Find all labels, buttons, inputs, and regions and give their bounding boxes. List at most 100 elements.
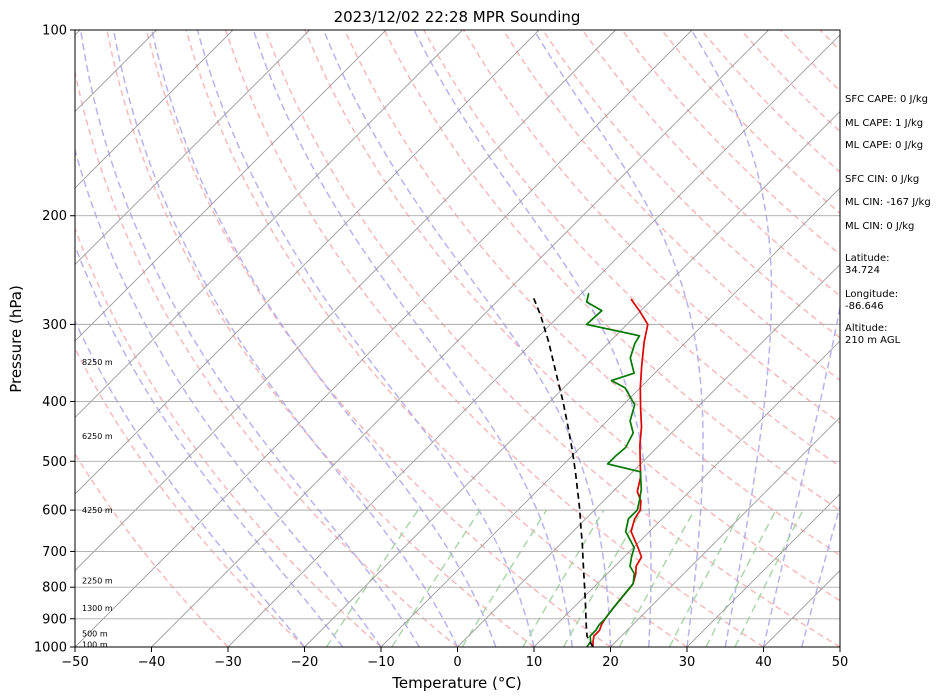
isobars [75, 30, 840, 647]
y-tick-label: 300 [42, 318, 67, 333]
x-tick-label: 30 [679, 655, 696, 670]
y-tick-label: 100 [42, 24, 67, 39]
temperature-line [592, 298, 649, 647]
x-axis-ticks: −50 −40 −30 −20 −10 0 10 20 30 40 50 [61, 647, 848, 670]
dry-adiabat-line [343, 30, 840, 557]
parcel-profile-line [532, 295, 594, 647]
isotherm-line [75, 30, 540, 495]
isotherm-line [75, 30, 310, 266]
y-tick-label: 200 [42, 209, 67, 224]
annotation-latitude-label: Latitude: [845, 253, 890, 264]
moist-adiabat-line [252, 30, 574, 647]
isotherm-line [457, 263, 840, 647]
dry-adiabats [75, 30, 950, 647]
isotherm-line [75, 30, 616, 572]
annotation-sfc-cape: SFC CAPE: 0 J/kg [845, 94, 928, 105]
isotherm-line [75, 30, 387, 342]
mixing-ratio-line [461, 509, 548, 647]
mixing-ratio-line [734, 509, 804, 647]
dry-adiabat-line [264, 30, 840, 647]
y-axis-label: Pressure (hPa) [7, 285, 25, 393]
x-tick-label: 10 [526, 655, 543, 670]
dry-adiabat-line [304, 30, 840, 602]
moist-adiabat-line [75, 243, 344, 647]
height-label: 8250 m [82, 358, 113, 367]
dry-adiabat-line [75, 346, 306, 647]
height-label: 6250 m [82, 432, 113, 441]
x-tick-label: −20 [291, 655, 318, 670]
annotation-ml-cin: ML CIN: -167 J/kg [845, 197, 931, 208]
mixing-ratio-lines [325, 509, 804, 647]
isotherm-line [686, 493, 840, 647]
height-label: 2250 m [82, 576, 113, 585]
mixing-ratio-line [325, 509, 419, 647]
isotherms [0, 30, 840, 647]
isotherm-line [610, 416, 840, 647]
dry-adiabat-line [185, 30, 688, 647]
isotherm-line [75, 30, 693, 647]
x-tick-label: 50 [832, 655, 849, 670]
annotation-latitude-value: 34.724 [845, 265, 880, 276]
height-label: 1300 m [82, 604, 113, 613]
plot-area [0, 30, 950, 647]
y-tick-label: 500 [42, 455, 67, 470]
annotation-longitude-label: Longitude: [845, 289, 898, 300]
isotherm-line [75, 30, 463, 419]
moist-adiabat-line [801, 503, 840, 647]
dry-adiabat-line [145, 30, 611, 647]
sounding-annotations: SFC CAPE: 0 J/kg ML CAPE: 1 J/kg ML CAPE… [845, 94, 931, 346]
dry-adiabat-line [75, 68, 458, 647]
moist-adiabat-line [79, 30, 420, 647]
moist-adiabat-line [151, 30, 497, 647]
mixing-ratio-line [668, 509, 743, 647]
dry-adiabat-line [75, 452, 229, 647]
y-tick-label: 600 [42, 504, 67, 519]
mixing-ratio-line [705, 509, 777, 647]
dry-adiabat-line [75, 226, 382, 647]
isotherm-line [151, 30, 769, 647]
x-tick-label: −30 [214, 655, 241, 670]
moist-adiabat-line [413, 30, 652, 647]
isotherm-line [380, 187, 840, 647]
y-axis-ticks: 100 200 300 400 500 600 700 800 900 1000 [34, 24, 75, 656]
isotherm-line [75, 30, 234, 189]
x-tick-label: 20 [602, 655, 619, 670]
moist-adiabat-line [762, 303, 840, 647]
x-tick-label: −50 [61, 655, 88, 670]
moist-adiabat-line [690, 30, 773, 647]
x-tick-label: 0 [453, 655, 461, 670]
x-tick-label: −10 [367, 655, 394, 670]
moist-adiabat-line [75, 319, 306, 647]
height-label: 4250 m [82, 506, 113, 515]
height-label: 500 m [82, 629, 108, 638]
chart-title: 2023/12/02 22:28 MPR Sounding [334, 8, 581, 26]
x-axis-label: Temperature (°C) [391, 674, 521, 692]
height-label: 100 m [82, 640, 108, 649]
mixing-ratio-line [391, 509, 481, 647]
dry-adiabat-line [939, 30, 950, 647]
annotation-altitude-value: 210 m AGL [845, 335, 901, 346]
y-tick-label: 900 [42, 612, 67, 627]
isotherm-line [227, 34, 840, 647]
mixing-ratio-line [522, 509, 605, 647]
moist-adiabat-line [533, 30, 704, 647]
annotation-sfc-cin: SFC CIN: 0 J/kg [845, 174, 919, 185]
height-labels: 8250 m 6250 m 4250 m 2250 m 1300 m 500 m 100 m [82, 358, 113, 649]
moist-adiabat-line [75, 147, 382, 647]
dry-adiabat-line [423, 30, 840, 468]
y-tick-label: 800 [42, 581, 67, 596]
y-tick-label: 700 [42, 545, 67, 560]
isotherm-line [0, 30, 4, 647]
x-tick-label: 40 [755, 655, 772, 670]
dewpoint-line [585, 293, 643, 647]
moist-adiabat-line [112, 30, 459, 647]
y-tick-label: 1000 [34, 641, 67, 656]
moist-adiabats [75, 30, 840, 647]
dry-adiabat-line [106, 30, 535, 647]
plot-frame [74, 29, 841, 648]
annotation-ml-cape: ML CAPE: 1 J/kg [845, 118, 923, 129]
dry-adiabat-line [383, 30, 840, 512]
annotation-ml-cin-2: ML CIN: 0 J/kg [845, 221, 914, 232]
moist-adiabat-line [196, 30, 535, 647]
